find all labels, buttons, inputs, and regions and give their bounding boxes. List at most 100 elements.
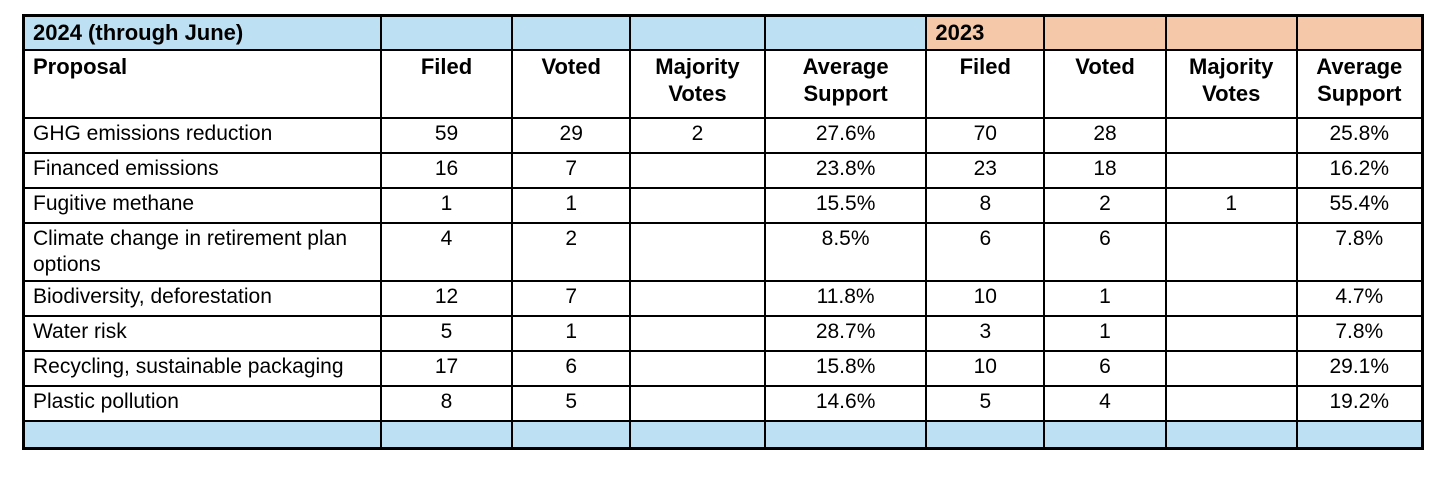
- table-row: Recycling, sustainable packaging 17 6 15…: [22, 350, 1424, 387]
- col-header-average-support-2023: Average Support: [1295, 48, 1424, 119]
- col-header-majority-votes-2023: Majority Votes: [1164, 48, 1298, 119]
- voted-2023-cell: 4: [1043, 385, 1167, 422]
- footer-cell: [22, 420, 382, 450]
- majority-votes-2024-cell: [629, 280, 766, 317]
- average-support-2023-cell: 7.8%: [1295, 221, 1424, 282]
- filed-2023-cell: 10: [925, 280, 1046, 317]
- average-support-2023-cell: 25.8%: [1295, 116, 1424, 154]
- filed-2023-cell: 23: [925, 151, 1046, 189]
- majority-votes-2023-cell: 1: [1164, 186, 1298, 224]
- year-2023-label-cell: 2023: [925, 14, 1046, 51]
- footer-cell: [1043, 420, 1167, 450]
- year-2023-spacer-cell: [1043, 14, 1167, 51]
- table-row: Plastic pollution 8 5 14.6% 5 4 19.2%: [22, 385, 1424, 422]
- table-row: Financed emissions 16 7 23.8% 23 18 16.2…: [22, 151, 1424, 189]
- average-support-2023-cell: 19.2%: [1295, 385, 1424, 422]
- voted-2023-cell: 2: [1043, 186, 1167, 224]
- table-row: Water risk 5 1 28.7% 3 1 7.8%: [22, 315, 1424, 352]
- col-header-majority-votes-2024: Majority Votes: [629, 48, 766, 119]
- majority-votes-2023-cell: [1164, 350, 1298, 387]
- footer-cell: [629, 420, 766, 450]
- majority-votes-2023-cell: [1164, 280, 1298, 317]
- proposal-cell: Fugitive methane: [22, 186, 382, 224]
- voted-2023-cell: 6: [1043, 350, 1167, 387]
- voted-2024-cell: 7: [511, 151, 632, 189]
- col-header-filed-2024: Filed: [379, 48, 514, 119]
- shareholder-proposals-table: 2024 (through June) 2023 Proposal Filed …: [22, 14, 1424, 450]
- majority-votes-2024-cell: [629, 385, 766, 422]
- voted-2023-cell: 6: [1043, 221, 1167, 282]
- average-support-2024-cell: 23.8%: [763, 151, 928, 189]
- col-header-voted-2024: Voted: [511, 48, 632, 119]
- voted-2024-cell: 29: [511, 116, 632, 154]
- year-2024-spacer-cell: [511, 14, 632, 51]
- filed-2024-cell: 5: [379, 315, 514, 352]
- average-support-2024-cell: 27.6%: [763, 116, 928, 154]
- filed-2023-cell: 8: [925, 186, 1046, 224]
- voted-2024-cell: 2: [511, 221, 632, 282]
- filed-2024-cell: 17: [379, 350, 514, 387]
- voted-2024-cell: 1: [511, 315, 632, 352]
- filed-2024-cell: 59: [379, 116, 514, 154]
- filed-2023-cell: 70: [925, 116, 1046, 154]
- footer-cell: [1164, 420, 1298, 450]
- average-support-2024-cell: 11.8%: [763, 280, 928, 317]
- majority-votes-2024-cell: [629, 221, 766, 282]
- filed-2023-cell: 3: [925, 315, 1046, 352]
- table-body: GHG emissions reduction 59 29 2 27.6% 70…: [22, 116, 1424, 422]
- majority-votes-2023-cell: [1164, 385, 1298, 422]
- proposal-cell: Recycling, sustainable packaging: [22, 350, 382, 387]
- majority-votes-2023-cell: [1164, 221, 1298, 282]
- average-support-2023-cell: 7.8%: [1295, 315, 1424, 352]
- year-2023-spacer-cell: [1295, 14, 1424, 51]
- proposal-cell: Biodiversity, deforestation: [22, 280, 382, 317]
- voted-2023-cell: 28: [1043, 116, 1167, 154]
- shareholder-proposals-table-wrap: 2024 (through June) 2023 Proposal Filed …: [22, 14, 1424, 450]
- footer-cell: [925, 420, 1046, 450]
- average-support-2023-cell: 55.4%: [1295, 186, 1424, 224]
- average-support-2024-cell: 8.5%: [763, 221, 928, 282]
- voted-2023-cell: 1: [1043, 280, 1167, 317]
- average-support-2024-cell: 14.6%: [763, 385, 928, 422]
- voted-2024-cell: 5: [511, 385, 632, 422]
- voted-2023-cell: 18: [1043, 151, 1167, 189]
- footer-cell: [763, 420, 928, 450]
- majority-votes-2024-cell: 2: [629, 116, 766, 154]
- proposal-cell: Water risk: [22, 315, 382, 352]
- average-support-2023-cell: 29.1%: [1295, 350, 1424, 387]
- table-head: 2024 (through June) 2023 Proposal Filed …: [22, 14, 1424, 119]
- table-foot: [22, 420, 1424, 450]
- average-support-2023-cell: 4.7%: [1295, 280, 1424, 317]
- filed-2024-cell: 8: [379, 385, 514, 422]
- col-header-voted-2023: Voted: [1043, 48, 1167, 119]
- filed-2024-cell: 16: [379, 151, 514, 189]
- average-support-2023-cell: 16.2%: [1295, 151, 1424, 189]
- table-row: Climate change in retirement plan option…: [22, 221, 1424, 282]
- average-support-2024-cell: 28.7%: [763, 315, 928, 352]
- year-2024-spacer-cell: [629, 14, 766, 51]
- filed-2024-cell: 1: [379, 186, 514, 224]
- col-header-proposal: Proposal: [22, 48, 382, 119]
- proposal-cell: Plastic pollution: [22, 385, 382, 422]
- table-row: GHG emissions reduction 59 29 2 27.6% 70…: [22, 116, 1424, 154]
- majority-votes-2024-cell: [629, 350, 766, 387]
- column-header-row: Proposal Filed Voted Majority Votes Aver…: [22, 48, 1424, 119]
- majority-votes-2024-cell: [629, 186, 766, 224]
- year-2023-spacer-cell: [1164, 14, 1298, 51]
- majority-votes-2023-cell: [1164, 151, 1298, 189]
- col-header-filed-2023: Filed: [925, 48, 1046, 119]
- proposal-cell: Financed emissions: [22, 151, 382, 189]
- filed-2023-cell: 5: [925, 385, 1046, 422]
- majority-votes-2023-cell: [1164, 116, 1298, 154]
- proposal-cell: Climate change in retirement plan option…: [22, 221, 382, 282]
- majority-votes-2023-cell: [1164, 315, 1298, 352]
- filed-2023-cell: 6: [925, 221, 1046, 282]
- footer-cell: [379, 420, 514, 450]
- average-support-2024-cell: 15.5%: [763, 186, 928, 224]
- majority-votes-2024-cell: [629, 315, 766, 352]
- proposal-cell: GHG emissions reduction: [22, 116, 382, 154]
- average-support-2024-cell: 15.8%: [763, 350, 928, 387]
- voted-2024-cell: 1: [511, 186, 632, 224]
- voted-2024-cell: 7: [511, 280, 632, 317]
- col-header-average-support-2024: Average Support: [763, 48, 928, 119]
